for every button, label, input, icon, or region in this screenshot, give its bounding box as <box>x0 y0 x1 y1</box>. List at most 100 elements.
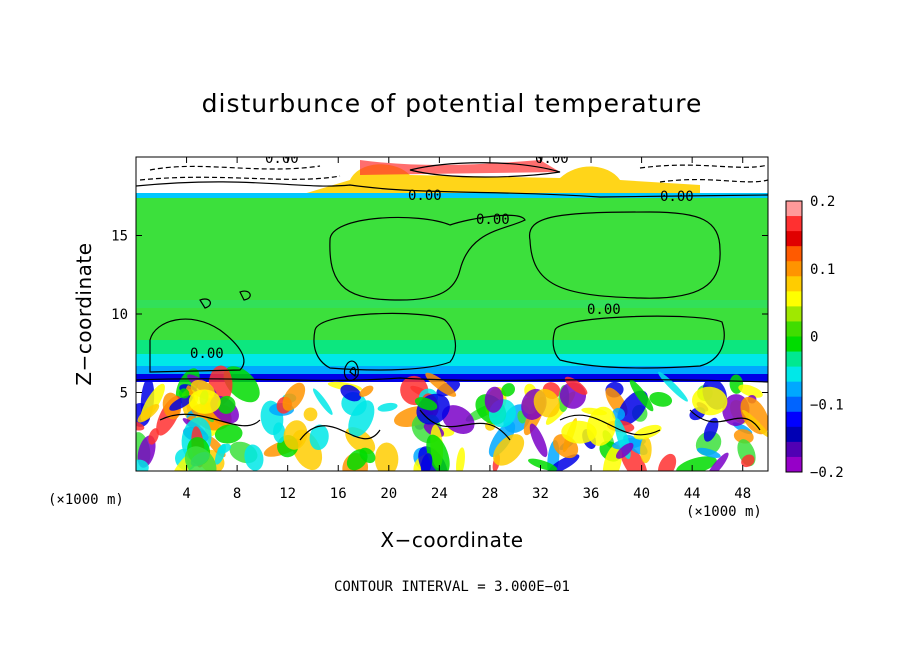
anomaly-blob <box>501 383 516 397</box>
contour-lines <box>136 162 768 441</box>
x-tick-label: 4 <box>182 486 190 502</box>
anomaly-blob <box>676 456 717 471</box>
contour-label: 0.00 <box>265 151 299 167</box>
anomaly-blob <box>658 453 677 471</box>
anomaly-blob <box>420 453 433 471</box>
colorbar-swatch <box>786 411 802 428</box>
y-tick-label: 5 <box>120 386 128 402</box>
contour-cell-left <box>329 214 526 301</box>
mid-level-band <box>136 300 768 308</box>
anomaly-blob <box>649 391 673 407</box>
colorbar-tick-label: 0.2 <box>810 194 835 210</box>
anomaly-blob <box>691 386 728 416</box>
y-tick-label: 10 <box>111 307 128 323</box>
contour-turbulence <box>159 409 761 441</box>
anomaly-blob <box>426 434 450 471</box>
colorbar-swatch <box>786 321 802 337</box>
anomaly-blob <box>273 422 286 443</box>
anomaly-blob <box>733 429 754 444</box>
colorbar-tick-label: 0 <box>810 330 818 346</box>
colorbar-swatch <box>786 396 802 413</box>
contour-dashed-1 <box>149 165 321 171</box>
colorbar-frame <box>785 200 803 473</box>
y-axis-ticks: 5 10 15 <box>111 229 768 402</box>
x-tick-label: 12 <box>279 486 296 502</box>
x-axis-ticks: 4 8 12 16 20 24 28 32 36 40 44 48 <box>182 157 751 502</box>
anomaly-blob <box>169 395 193 411</box>
x-tick-label: 8 <box>233 486 241 502</box>
anomaly-blob <box>359 447 376 464</box>
contour-label: 0.00 <box>190 346 224 362</box>
x-tick-label: 32 <box>532 486 549 502</box>
contour-upper-cell <box>409 162 561 178</box>
anomaly-blob <box>184 446 217 471</box>
colorbar-swatch <box>786 456 802 473</box>
anomaly-blob <box>137 404 160 423</box>
anomaly-blob <box>348 400 375 438</box>
contour-boundary-top <box>136 377 768 383</box>
contour-cell-right <box>528 211 721 299</box>
contour-lower-left <box>313 312 457 371</box>
anomaly-blob <box>456 447 465 471</box>
anomaly-blob <box>640 436 652 464</box>
anomaly-blob <box>283 420 308 450</box>
x-unit-label-left: (×1000 m) <box>48 492 124 508</box>
colorbar-swatch <box>786 351 802 368</box>
x-tick-label: 40 <box>633 486 650 502</box>
anomaly-blob <box>282 382 306 411</box>
x-axis-label: X−coordinate <box>380 528 523 552</box>
colorbar-swatch <box>786 306 802 322</box>
anomaly-blob <box>217 395 236 414</box>
anomaly-blob <box>564 376 588 395</box>
contour-label: 0.00 <box>476 212 510 228</box>
colorbar-swatch <box>786 366 802 383</box>
colorbar-tick-labels: 0.2 0.1 0 −0.1 −0.2 <box>810 194 844 481</box>
contour-label: 0.00 <box>587 302 621 318</box>
anomaly-blob <box>633 424 662 440</box>
anomaly-blob <box>312 388 333 415</box>
x-tick-label: 36 <box>583 486 600 502</box>
contour-small-cells <box>199 290 251 309</box>
anomaly-blob <box>374 442 399 471</box>
anomaly-blob <box>136 459 149 471</box>
x-tick-label: 16 <box>330 486 347 502</box>
anomaly-blob <box>217 443 232 454</box>
x-unit-label-right: (×1000 m) <box>686 504 762 520</box>
colorbar-swatch <box>786 441 802 458</box>
anomaly-blob <box>493 434 525 466</box>
anomaly-blob <box>303 407 318 422</box>
anomaly-blob <box>658 371 688 402</box>
anomaly-blob <box>705 452 729 471</box>
x-tick-label: 20 <box>380 486 397 502</box>
tropopause-band <box>136 193 768 198</box>
contour-label: 0.00 <box>660 189 694 205</box>
colorbar-tick-label: 0.1 <box>810 262 835 278</box>
anomaly-blob <box>612 407 626 421</box>
anomaly-blob <box>188 389 221 414</box>
anomaly-blob <box>148 428 159 445</box>
cool-band-1 <box>136 340 768 354</box>
colorbar <box>785 200 803 473</box>
colorbar-swatch <box>786 276 802 292</box>
anomaly-blob <box>377 402 398 412</box>
anomaly-blob <box>244 444 264 471</box>
x-tick-label: 44 <box>684 486 701 502</box>
colorbar-swatch <box>786 201 802 217</box>
anomaly-blob <box>615 442 634 459</box>
boundary-layer-anomalies <box>136 365 768 471</box>
colorbar-swatch <box>786 336 802 353</box>
anomaly-blob <box>425 372 457 397</box>
colorbar-swatch <box>786 216 802 232</box>
anomaly-blob <box>738 384 763 398</box>
contour-dashed-2 <box>139 175 341 181</box>
anomaly-blob <box>484 386 504 413</box>
anomaly-blob <box>629 379 654 412</box>
anomaly-blob <box>742 409 768 438</box>
colorbar-tick-label: −0.1 <box>810 397 844 413</box>
contour-label: 0.00 <box>535 151 569 167</box>
contour-dashed-3 <box>639 164 768 169</box>
anomaly-blob <box>533 388 560 418</box>
anomaly-blob <box>223 366 260 403</box>
colorbar-swatch <box>786 381 802 398</box>
